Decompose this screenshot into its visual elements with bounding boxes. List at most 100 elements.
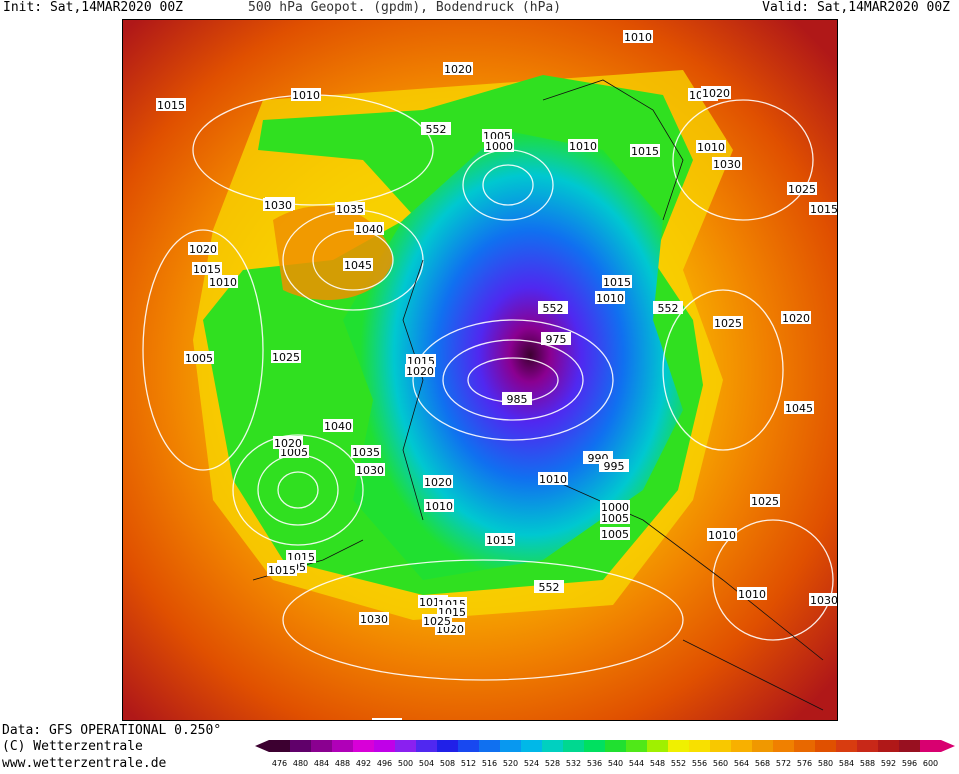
- legend-tick-label: 580: [818, 759, 833, 768]
- contour-label-box: [623, 30, 653, 43]
- legend-swatch: [752, 740, 773, 752]
- legend-swatch: [542, 740, 563, 752]
- legend-tick-label: 564: [734, 759, 749, 768]
- contour-label: 1010: [624, 31, 652, 44]
- contour-label-box: [600, 511, 630, 524]
- contour-label-box: [422, 614, 452, 627]
- legend-tick-label: 480: [293, 759, 308, 768]
- contour-label: 1035: [336, 203, 364, 216]
- legend-swatch: [521, 740, 542, 752]
- valid-time-label: Valid: Sat,14MAR2020 00Z: [762, 0, 950, 15]
- contour-label-box: [405, 364, 435, 377]
- contour-label: 1010: [292, 89, 320, 102]
- legend-tick-label: 536: [587, 759, 602, 768]
- legend-swatch: [689, 740, 710, 752]
- legend-tick-label: 504: [419, 759, 434, 768]
- contour-label: 1015: [373, 719, 401, 720]
- contour-label: 1030: [713, 158, 741, 171]
- contour-label: 1025: [751, 495, 779, 508]
- contour-label: 1020: [424, 476, 452, 489]
- contour-label-box: [809, 202, 837, 215]
- contour-label: 1020: [189, 243, 217, 256]
- weather-map[interactable]: 1010 1020 1010 1025 1015 1010 552 1020 1025 552 10…: [122, 19, 838, 721]
- legend-swatch: [605, 740, 626, 752]
- contour-label: 1010: [539, 473, 567, 486]
- contour-label-box: [406, 354, 436, 367]
- legend-left-arrow: [255, 740, 269, 752]
- contour-label-box: [355, 463, 385, 476]
- contour-label-box: [267, 563, 297, 576]
- legend-tick-label: 596: [902, 759, 917, 768]
- contour-label-box: [443, 62, 473, 75]
- contour-label-box: [271, 350, 301, 363]
- contour-label: 1010: [697, 141, 725, 154]
- contour-label: 1030: [264, 199, 292, 212]
- contour-label-box: [713, 316, 743, 329]
- contour-label-box: [538, 472, 568, 485]
- contour-label-box: [502, 392, 532, 405]
- contour-label: 552: [658, 302, 679, 315]
- legend-tick-label: 488: [335, 759, 350, 768]
- contour-label-box: [484, 139, 514, 152]
- contour-label: 1035: [352, 446, 380, 459]
- legend-tick-label: 576: [797, 759, 812, 768]
- contour-label-box: [372, 718, 402, 720]
- contour-label: 1000: [601, 501, 629, 514]
- contour-label-box: [273, 436, 303, 449]
- legend-tick-label: 540: [608, 759, 623, 768]
- legend-swatch: [563, 740, 584, 752]
- contour-label: 1040: [355, 223, 383, 236]
- contour-label-box: [359, 612, 389, 625]
- legend-swatch: [899, 740, 920, 752]
- contour-label-box: [600, 500, 630, 513]
- legend-tick-label: 516: [482, 759, 497, 768]
- contour-label: 1015: [193, 263, 221, 276]
- contour-label-box: [787, 182, 817, 195]
- legend-tick-label: 560: [713, 759, 728, 768]
- legend-swatch: [458, 740, 479, 752]
- contour-label-box: [323, 419, 353, 432]
- contour-label: 1025: [272, 351, 300, 364]
- contour-label-box: [696, 140, 726, 153]
- legend-swatch: [395, 740, 416, 752]
- legend-swatch: [857, 740, 878, 752]
- contour-label: 1015: [157, 99, 185, 112]
- contour-label-box: [701, 86, 731, 99]
- contour-label-box: [184, 351, 214, 364]
- contour-label: 1020: [782, 312, 810, 325]
- legend-tick-label: 552: [671, 759, 686, 768]
- contour-label: 1020: [406, 365, 434, 378]
- contour-label: 1015: [603, 276, 631, 289]
- contour-label: 1030: [356, 464, 384, 477]
- contour-label: 1020: [444, 63, 472, 76]
- contour-label-box: [286, 550, 316, 563]
- contour-label: 1005: [601, 512, 629, 525]
- legend-tick-label: 548: [650, 759, 665, 768]
- contour-label: 1030: [360, 613, 388, 626]
- legend-swatch: [647, 740, 668, 752]
- legend-tick-label: 528: [545, 759, 560, 768]
- contour-label-box: [750, 494, 780, 507]
- contour-label: 1010: [708, 529, 736, 542]
- contour-label: 975: [546, 333, 567, 346]
- contour-label-box: [541, 332, 571, 345]
- legend-tick-label: 544: [629, 759, 644, 768]
- legend-swatch: [773, 740, 794, 752]
- contour-label-box: [630, 144, 660, 157]
- contour-label: 1015: [631, 145, 659, 158]
- contour-label-box: [600, 527, 630, 540]
- legend-swatch: [374, 740, 395, 752]
- contour-label-box: [351, 445, 381, 458]
- legend-swatch: [437, 740, 458, 752]
- website-label: www.wetterzentrale.de: [2, 756, 167, 771]
- contour-label: 1005: [280, 446, 308, 459]
- contour-label: 1015: [486, 534, 514, 547]
- contour-label-box: [335, 202, 365, 215]
- contour-label-box: [188, 242, 218, 255]
- contour-label-box: [602, 275, 632, 288]
- contour-label: 1030: [810, 594, 837, 607]
- legend-tick-label: 588: [860, 759, 875, 768]
- legend-tick-label: 520: [503, 759, 518, 768]
- contour-label-box: [595, 291, 625, 304]
- contour-label: 552: [543, 302, 564, 315]
